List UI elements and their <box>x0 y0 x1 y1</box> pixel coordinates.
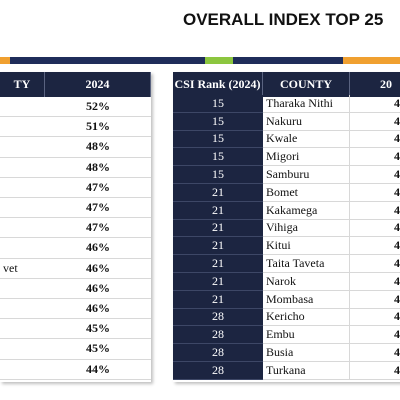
county-cell: Busia <box>263 344 350 362</box>
value-cell: 4 <box>350 255 400 273</box>
county-cell: Nakuru <box>263 112 350 131</box>
county-cell <box>0 117 45 138</box>
stripe <box>10 57 205 64</box>
county-cell <box>0 339 45 360</box>
rank-cell: 15 <box>173 166 263 184</box>
rank-cell: 21 <box>173 219 263 238</box>
rank-cell: 15 <box>173 130 263 149</box>
header-cell: CSI Rank (2024) <box>173 72 263 97</box>
county-cell: Kericho <box>263 308 350 327</box>
county-cell: Samburu <box>263 166 350 184</box>
value-cell: 4 <box>350 362 400 380</box>
county-cell <box>0 198 45 219</box>
value-cell: 52% <box>45 97 151 118</box>
header-cell: COUNTY <box>263 72 350 97</box>
value-cell: 4 <box>350 95 400 113</box>
value-cell: 4 <box>350 326 400 345</box>
value-cell: 45% <box>45 319 151 340</box>
rank-cell: 21 <box>173 237 263 256</box>
value-cell: 4 <box>350 273 400 291</box>
county-cell <box>0 178 45 198</box>
value-cell: 44% <box>45 360 151 380</box>
stripe <box>233 57 343 64</box>
title: OVERALL INDEX TOP 25 <box>183 10 384 29</box>
value-cell: 4 <box>350 344 400 362</box>
rank-cell: 28 <box>173 326 263 345</box>
value-cell: 47% <box>45 178 151 198</box>
county-cell <box>0 218 45 239</box>
value-cell: 4 <box>350 220 400 238</box>
value-cell: 46% <box>45 279 151 299</box>
left-table: TY 2024 52% 51% 48% 48% 47% 47% 47% 46% vet 46% 46% 4… <box>0 72 151 382</box>
header-cell: TY <box>0 72 45 97</box>
rank-cell: 28 <box>173 308 263 327</box>
county-cell: Turkana <box>263 362 350 380</box>
county-cell: Taita Taveta <box>263 255 350 273</box>
rank-cell: 21 <box>173 273 263 291</box>
value-cell: 4 <box>350 131 400 149</box>
value-cell: 48% <box>45 158 151 178</box>
value-cell: 4 <box>350 184 400 202</box>
value-cell: 4 <box>350 113 400 131</box>
county-cell: vet <box>0 259 45 279</box>
value-cell: 4 <box>350 309 400 327</box>
county-cell: Vihiga <box>263 219 350 238</box>
county-cell: Bomet <box>263 184 350 202</box>
value-cell: 46% <box>45 238 151 259</box>
value-cell: 4 <box>350 202 400 220</box>
county-cell <box>0 319 45 340</box>
county-cell: Mombasa <box>263 290 350 309</box>
rank-cell: 15 <box>173 95 263 113</box>
value-cell: 47% <box>45 218 151 239</box>
value-cell: 45% <box>45 339 151 360</box>
value-cell: 4 <box>350 166 400 184</box>
county-cell: Kwale <box>263 130 350 149</box>
header-cell: 20 <box>350 72 400 97</box>
rank-cell: 15 <box>173 112 263 131</box>
county-cell <box>0 97 45 118</box>
county-cell <box>0 299 45 320</box>
county-cell <box>0 158 45 178</box>
rank-cell: 21 <box>173 184 263 202</box>
value-cell: 46% <box>45 259 151 279</box>
rank-cell: 28 <box>173 362 263 380</box>
county-cell: Narok <box>263 273 350 291</box>
county-cell <box>0 360 45 380</box>
value-cell: 4 <box>350 148 400 167</box>
rank-cell: 21 <box>173 290 263 309</box>
stripe <box>205 57 233 64</box>
rank-cell: 15 <box>173 148 263 167</box>
county-cell: Migori <box>263 148 350 167</box>
county-cell <box>0 279 45 299</box>
county-cell: Kakamega <box>263 201 350 220</box>
county-cell <box>0 238 45 259</box>
value-cell: 51% <box>45 117 151 138</box>
county-cell: Tharaka Nithi <box>263 95 350 113</box>
rank-cell: 21 <box>173 201 263 220</box>
value-cell: 46% <box>45 299 151 320</box>
rank-cell: 28 <box>173 344 263 362</box>
rank-cell: 21 <box>173 255 263 273</box>
stripe <box>343 57 400 64</box>
county-cell: Kitui <box>263 237 350 256</box>
stripe <box>0 57 10 64</box>
value-cell: 48% <box>45 137 151 158</box>
header-cell: 2024 <box>45 72 151 97</box>
value-cell: 4 <box>350 237 400 256</box>
value-cell: 4 <box>350 291 400 309</box>
right-table: CSI Rank (2024) COUNTY 20 15 Tharaka Nithi 4 1… <box>173 72 400 382</box>
county-cell <box>0 137 45 158</box>
county-cell: Embu <box>263 326 350 345</box>
value-cell: 47% <box>45 198 151 219</box>
